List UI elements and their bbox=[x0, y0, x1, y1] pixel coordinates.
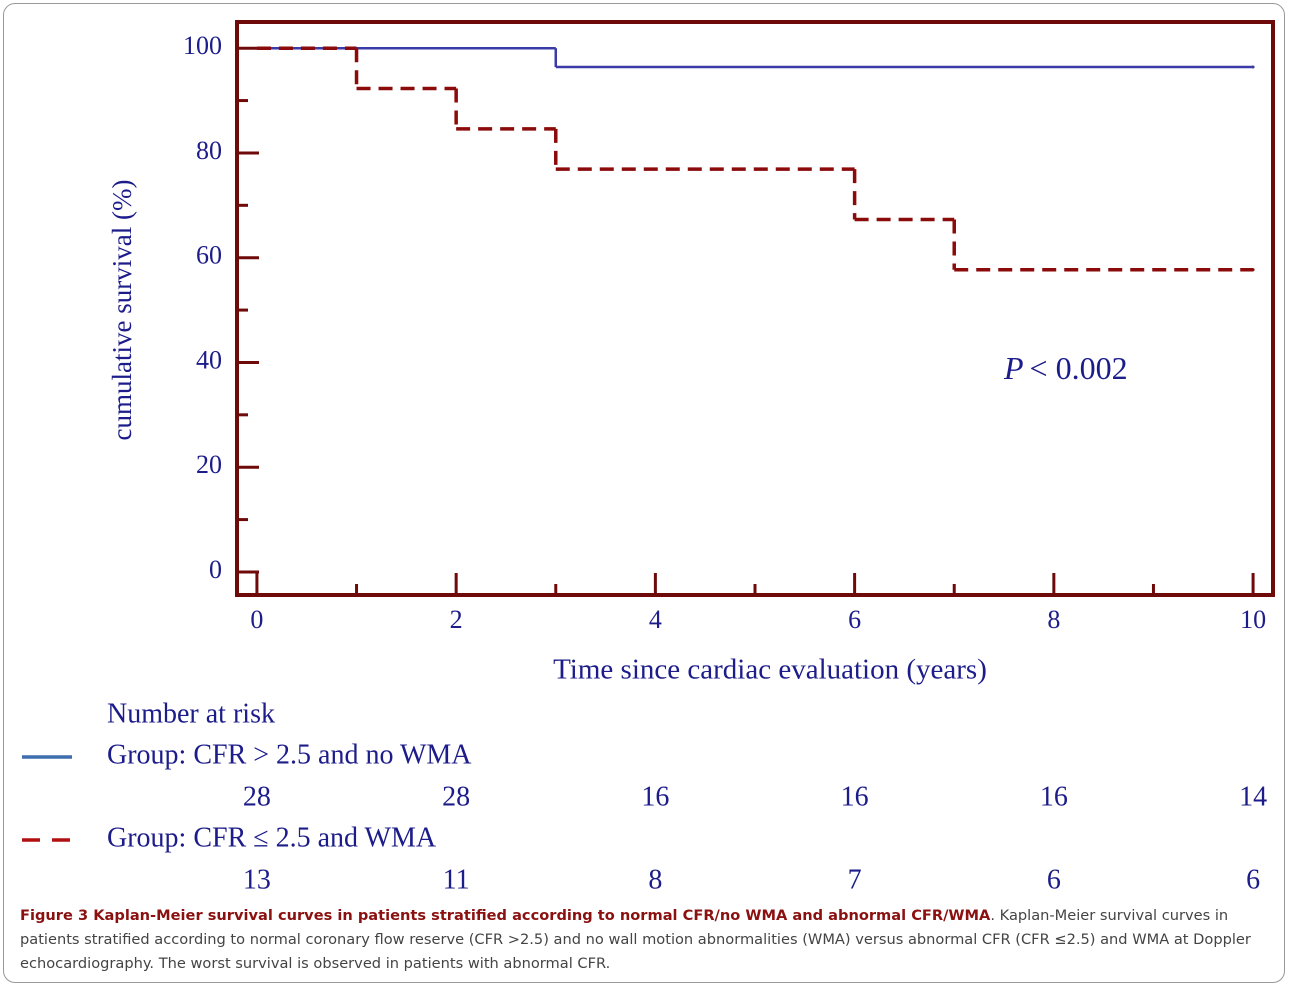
x-tick-label: 0 bbox=[250, 605, 263, 634]
figure-frame bbox=[3, 3, 1285, 983]
legend-label: Group: CFR > 2.5 and no WMA bbox=[107, 739, 472, 770]
risk-count: 14 bbox=[1239, 781, 1267, 812]
risk-count: 11 bbox=[443, 864, 470, 895]
risk-count: 8 bbox=[648, 864, 662, 895]
risk-count: 16 bbox=[641, 781, 669, 812]
p-text: < 0.002 bbox=[1030, 350, 1128, 386]
caption-text: . Kaplan-Meier survival curves in patien… bbox=[20, 907, 1251, 972]
risk-count: 16 bbox=[841, 781, 869, 812]
risk-count: 7 bbox=[848, 864, 862, 895]
y-tick-label: 20 bbox=[196, 450, 222, 479]
legend-label: Group: CFR ≤ 2.5 and WMA bbox=[107, 822, 437, 853]
survival-end bbox=[1251, 268, 1255, 272]
chart: cumulative survival (%) Time since cardi… bbox=[22, 20, 1275, 895]
survival-end bbox=[1251, 65, 1255, 69]
x-axis-label: Time since cardiac evaluation (years) bbox=[553, 654, 987, 686]
y-tick-label: 80 bbox=[196, 136, 222, 165]
risk-count: 28 bbox=[442, 781, 470, 812]
y-tick-label: 60 bbox=[196, 241, 222, 270]
p-symbol: P bbox=[1003, 350, 1024, 386]
x-tick-label: 10 bbox=[1240, 605, 1266, 634]
caption: Figure 3 Kaplan-Meier survival curves in… bbox=[20, 904, 1276, 976]
risk-count: 13 bbox=[243, 864, 271, 895]
y-tick-label: 40 bbox=[196, 345, 222, 374]
x-tick-label: 2 bbox=[450, 605, 463, 634]
y-axis-label: cumulative survival (%) bbox=[107, 180, 137, 441]
y-tick-label: 100 bbox=[183, 31, 222, 60]
risk-count: 16 bbox=[1040, 781, 1068, 812]
caption-title: Figure 3 Kaplan-Meier survival curves in… bbox=[20, 907, 991, 924]
x-tick-label: 4 bbox=[649, 605, 662, 634]
x-tick-label: 8 bbox=[1047, 605, 1060, 634]
risk-title: Number at risk bbox=[107, 698, 275, 729]
risk-count: 6 bbox=[1246, 864, 1260, 895]
risk-count: 6 bbox=[1047, 864, 1061, 895]
plot-frame bbox=[235, 20, 1275, 597]
p-value: P < 0.002 bbox=[1003, 350, 1128, 386]
y-tick-label: 0 bbox=[209, 555, 222, 584]
risk-count: 28 bbox=[243, 781, 271, 812]
x-tick-label: 6 bbox=[848, 605, 861, 634]
